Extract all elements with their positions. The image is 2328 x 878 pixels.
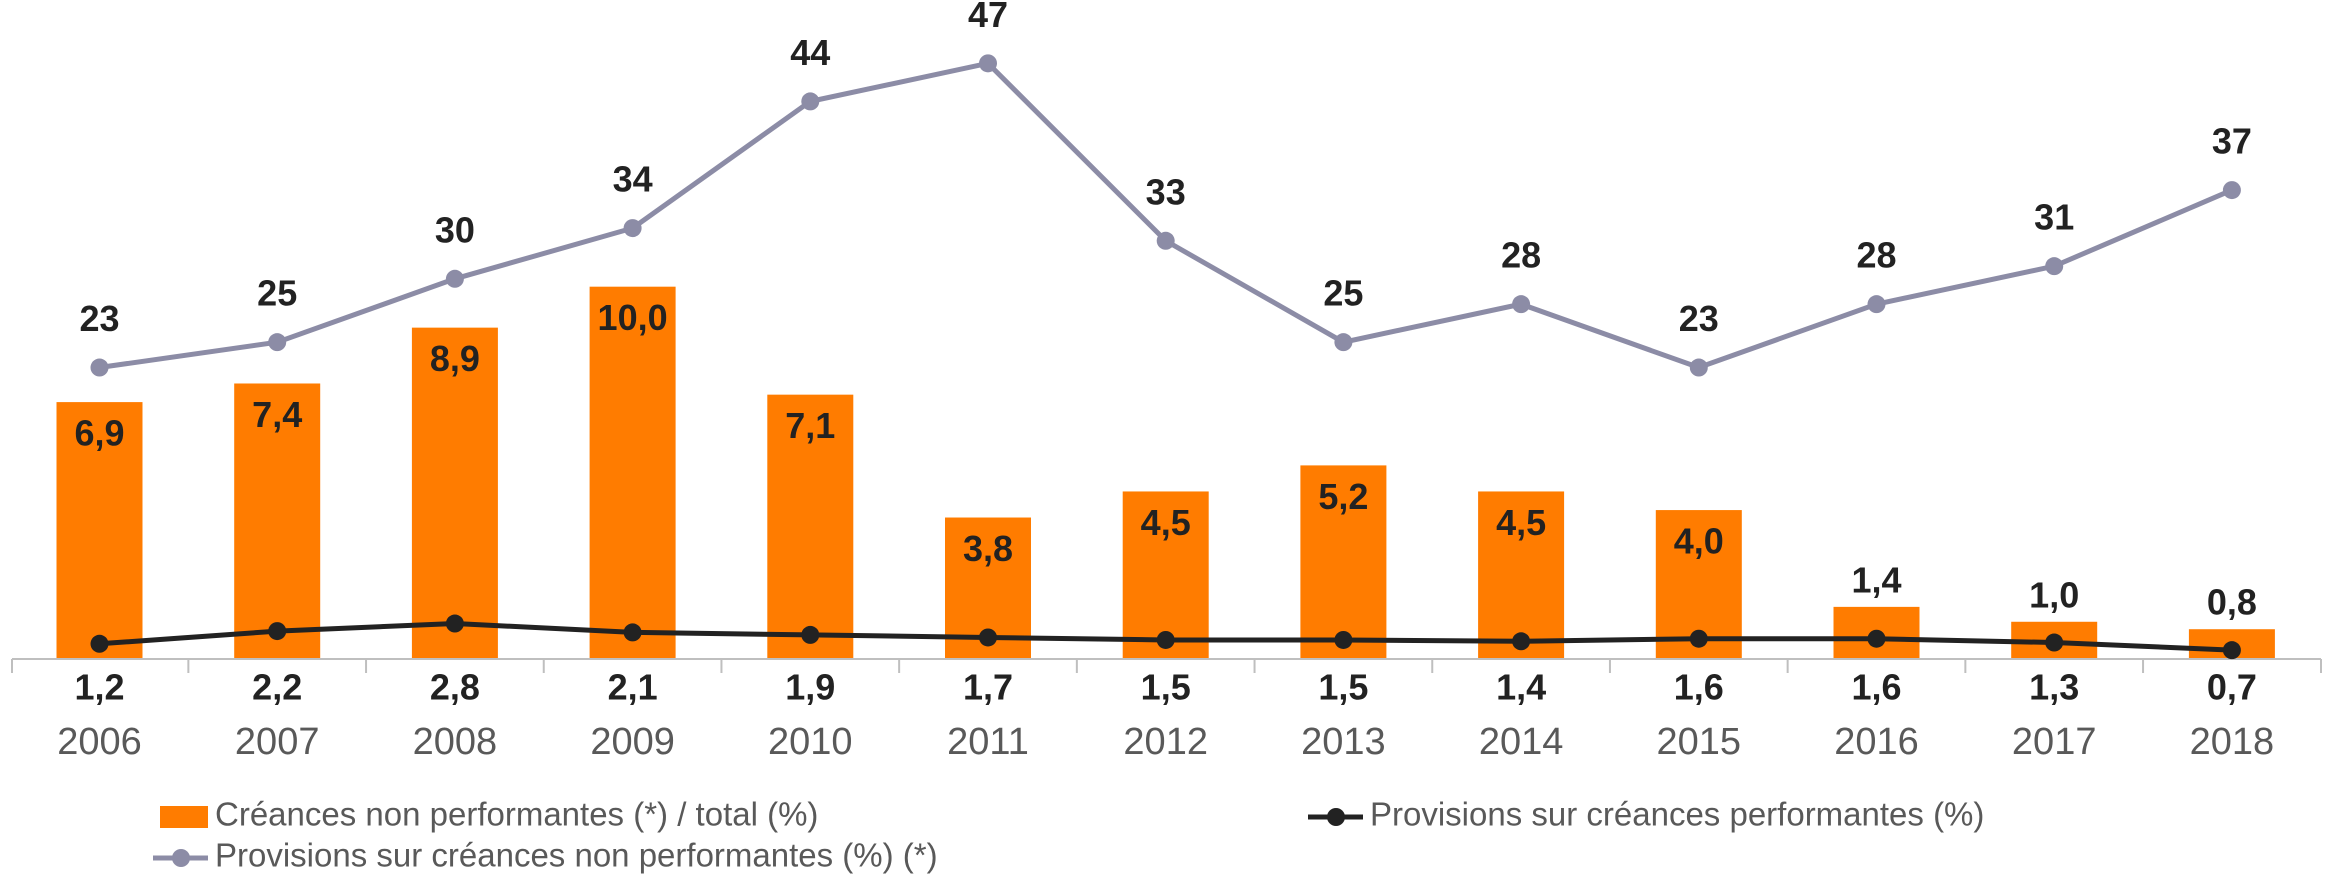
line-marker (979, 54, 997, 73)
line-value-label: 25 (257, 273, 297, 314)
x-tick-label: 2016 (1834, 721, 1919, 763)
bar-value-label: 7,4 (252, 394, 302, 435)
bar (234, 383, 321, 659)
line-value-label: 1,2 (74, 667, 124, 708)
x-tick-label: 2018 (2190, 721, 2275, 763)
line-value-label: 47 (968, 0, 1008, 35)
line-value-label: 2,8 (430, 667, 480, 708)
x-tick-label: 2008 (413, 721, 498, 763)
line-marker (801, 92, 820, 111)
line-marker (1867, 295, 1886, 314)
line-value-label: 1,7 (963, 667, 1013, 708)
line-value-label: 23 (1679, 298, 1719, 339)
line-marker (623, 219, 642, 238)
line-marker (1512, 295, 1531, 314)
line-marker (2222, 641, 2241, 660)
line-value-label: 2,1 (608, 667, 658, 708)
line-value-label: 23 (79, 298, 119, 339)
line-value-label: 0,7 (2207, 667, 2257, 708)
line-value-label: 28 (1856, 235, 1896, 276)
line-value-label: 1,5 (1318, 667, 1368, 708)
line-marker (1867, 629, 1886, 648)
bar-value-label: 8,9 (430, 338, 480, 379)
x-tick-label: 2007 (235, 721, 320, 763)
bar-value-label: 1,4 (1851, 559, 1901, 600)
bar-value-label: 7,1 (785, 405, 835, 446)
line-marker (1156, 231, 1175, 250)
line-value-label: 1,5 (1141, 667, 1191, 708)
bar-value-label: 4,0 (1674, 521, 1724, 562)
bar-value-label: 1,0 (2029, 574, 2079, 615)
line (99, 60, 2233, 371)
legend-marker (172, 849, 190, 867)
line-marker (801, 625, 820, 644)
line-marker (90, 634, 109, 653)
x-tick-label: 2013 (1301, 721, 1386, 763)
x-tick-label: 2014 (1479, 721, 1564, 763)
line-marker (445, 269, 464, 288)
x-tick-label: 2012 (1123, 721, 1208, 763)
bar-value-label: 4,5 (1141, 502, 1191, 543)
line-marker (268, 622, 287, 641)
line-value-label: 25 (1323, 273, 1363, 314)
line-value-label: 1,3 (2029, 667, 2079, 708)
x-tick-label: 2009 (590, 721, 675, 763)
line-value-label: 34 (613, 159, 653, 200)
line-marker (2045, 257, 2064, 276)
x-tick-label: 2017 (2012, 721, 2097, 763)
legend-label: Créances non performantes (*) / total (%… (215, 796, 818, 833)
bar-value-label: 6,9 (74, 413, 124, 454)
line-marker (1512, 632, 1531, 651)
line-value-label: 31 (2034, 197, 2074, 238)
legend-marker (1327, 808, 1345, 826)
line-value-label: 2,2 (252, 667, 302, 708)
line-marker (268, 333, 287, 352)
line-marker (1689, 358, 1708, 377)
line-value-label: 1,4 (1496, 667, 1546, 708)
legend-swatch (160, 806, 208, 828)
x-tick-label: 2006 (57, 721, 142, 763)
bar-value-label: 5,2 (1318, 476, 1368, 517)
line-marker (623, 623, 642, 642)
line-value-label: 30 (435, 209, 475, 250)
line-marker (1156, 630, 1175, 649)
line-value-label: 1,6 (1851, 667, 1901, 708)
bar (767, 394, 854, 659)
line-value-label: 28 (1501, 235, 1541, 276)
line-marker (2222, 181, 2241, 200)
line-value-label: 44 (790, 32, 830, 73)
line-marker (90, 358, 109, 377)
line-marker (445, 614, 464, 633)
line-marker (1689, 629, 1708, 648)
line-value-label: 1,9 (785, 667, 835, 708)
line-marker (1334, 630, 1353, 649)
bar-value-label: 3,8 (963, 528, 1013, 569)
line-value-label: 37 (2212, 121, 2252, 162)
legend-label: Provisions sur créances performantes (%) (1370, 796, 1984, 833)
bar (1478, 491, 1565, 659)
bar (589, 286, 676, 659)
x-tick-label: 2011 (947, 721, 1029, 763)
line-marker (2045, 633, 2064, 652)
bar-value-label: 10,0 (598, 297, 668, 338)
legend-label: Provisions sur créances non performantes… (215, 837, 938, 874)
bar-value-label: 0,8 (2207, 582, 2257, 623)
line-marker (979, 628, 997, 647)
x-tick-label: 2015 (1657, 721, 1742, 763)
bar (56, 402, 143, 659)
line-value-label: 33 (1146, 171, 1186, 212)
line-value-label: 1,6 (1674, 667, 1724, 708)
bar (411, 327, 498, 659)
x-tick-label: 2010 (768, 721, 853, 763)
line-marker (1334, 333, 1353, 352)
bar (1300, 465, 1387, 659)
bar-value-label: 4,5 (1496, 502, 1546, 543)
